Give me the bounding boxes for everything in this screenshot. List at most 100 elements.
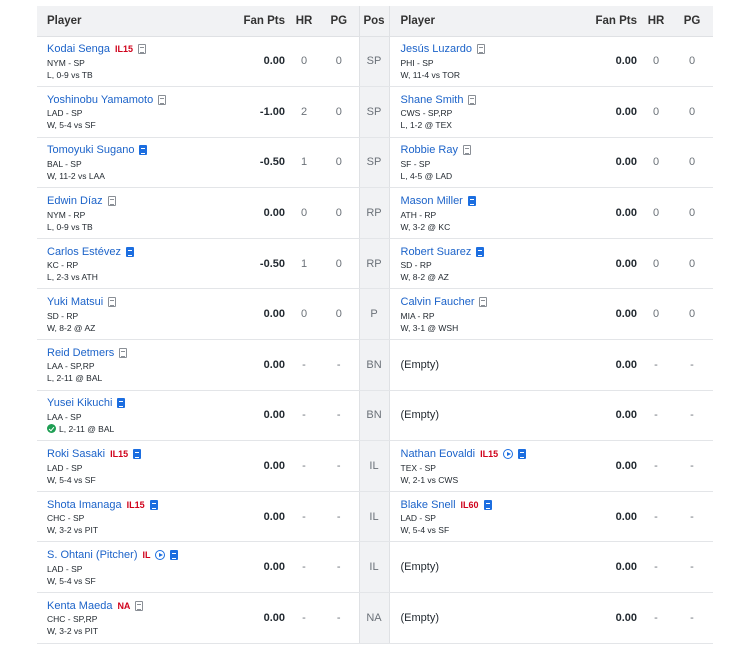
table-row: Kodai Senga IL15 NYM - SP L, 0-9 vs TB 0.00 0… (37, 36, 713, 88)
player-name-link[interactable]: Yuki Matsui (47, 296, 104, 309)
injury-status-badge: IL15 (480, 449, 499, 460)
hr-value: 0 (289, 187, 319, 239)
player-name-link[interactable]: Roki Sasaki (47, 448, 106, 461)
player-news-icon[interactable] (139, 145, 148, 156)
game-result-text: L, 4-5 @ LAD (400, 170, 453, 181)
player-note-icon[interactable] (468, 94, 477, 105)
header-hr-left[interactable]: HR (289, 6, 319, 37)
check-circle-icon (47, 424, 56, 434)
empty-slot[interactable]: (Empty) (401, 560, 575, 575)
player-note-icon[interactable] (135, 600, 144, 611)
player-note-icon[interactable] (477, 44, 486, 55)
player-team-position: SD - RP (400, 260, 432, 271)
player-name-link[interactable]: Jesús Luzardo (400, 43, 473, 56)
player-news-icon[interactable] (483, 499, 492, 510)
hr-value: - (641, 491, 671, 543)
pg-value: - (319, 339, 359, 391)
fan-pts-value: 0.00 (222, 491, 289, 543)
player-name-link[interactable]: Robbie Ray (400, 144, 458, 157)
empty-slot[interactable]: (Empty) (401, 610, 575, 625)
player-name-link[interactable]: Kodai Senga (47, 43, 110, 56)
fan-pts-value: 0.00 (222, 390, 289, 442)
player-name-link[interactable]: Edwin Díaz (47, 195, 103, 208)
player-cell: Mason Miller ATH - RP W, 3-2 @ KC (389, 187, 574, 239)
player-name-link[interactable]: Robert Suarez (400, 245, 472, 258)
player-news-icon[interactable] (170, 550, 179, 561)
player-team-position: NYM - RP (47, 209, 86, 220)
header-pg-left[interactable]: PG (319, 6, 359, 37)
hr-value: - (641, 339, 671, 391)
player-name-link[interactable]: Yusei Kikuchi (47, 397, 113, 410)
player-name-link[interactable]: Kenta Maeda (47, 599, 113, 612)
game-result-text: W, 3-2 vs PIT (47, 626, 99, 637)
player-news-icon[interactable] (467, 196, 476, 207)
player-cell: Blake Snell IL60 LAD - SP W, 5-4 vs SF (389, 491, 575, 543)
empty-slot-label: (Empty) (400, 358, 440, 371)
player-name-link[interactable]: Tomoyuki Sugano (47, 144, 135, 157)
player-name-link[interactable]: Shane Smith (400, 93, 464, 106)
player-name-link[interactable]: Yoshinobu Yamamoto (47, 93, 154, 106)
header-player-left[interactable]: Player (37, 6, 222, 37)
player-name-line: Robbie Ray (401, 143, 575, 158)
game-result-text: L, 0-9 vs TB (47, 69, 93, 80)
player-name-link[interactable]: Calvin Faucher (400, 296, 475, 309)
player-note-icon[interactable] (479, 297, 488, 308)
pg-value: 0 (671, 86, 713, 138)
player-news-icon[interactable] (149, 499, 158, 510)
header-pg-right[interactable]: PG (671, 6, 713, 37)
player-name-link[interactable]: S. Ohtani (Pitcher) (47, 549, 138, 562)
fan-pts-value: 0.00 (222, 440, 289, 492)
empty-slot[interactable]: (Empty) (401, 357, 575, 372)
fan-pts-value: -0.50 (222, 137, 289, 189)
player-news-icon[interactable] (133, 449, 142, 460)
player-game-result: W, 2-1 vs CWS (401, 474, 575, 486)
pg-value: 0 (671, 137, 713, 189)
player-name-link[interactable]: Carlos Estévez (47, 245, 121, 258)
player-note-icon[interactable] (119, 347, 128, 358)
player-name-link[interactable]: Shota Imanaga (47, 498, 122, 511)
hr-value: - (289, 592, 319, 644)
header-fan-pts-right[interactable]: Fan Pts (574, 6, 641, 37)
player-name-link[interactable]: Reid Detmers (47, 346, 115, 359)
injury-status-badge: IL60 (460, 499, 479, 510)
player-news-icon[interactable] (476, 246, 485, 257)
header-player-right[interactable]: Player (389, 6, 574, 37)
player-team-position: PHI - SP (400, 57, 434, 68)
player-team-position: CHC - SP (47, 513, 85, 524)
player-cell: (Empty) (389, 390, 575, 442)
player-name-line: Edwin Díaz (47, 194, 222, 209)
player-note-icon[interactable] (138, 44, 147, 55)
player-name-link[interactable]: Mason Miller (400, 195, 463, 208)
video-play-icon[interactable] (503, 449, 514, 460)
fan-pts-value: 0.00 (574, 187, 641, 239)
game-result-text: W, 5-4 vs SF (47, 120, 96, 131)
fan-pts-value: 0.00 (574, 541, 641, 594)
player-news-icon[interactable] (518, 449, 527, 460)
player-game-result: W, 5-4 vs SF (401, 524, 575, 536)
pg-value: - (319, 541, 359, 594)
player-news-icon[interactable] (125, 246, 134, 257)
player-name-link[interactable]: Blake Snell (400, 498, 456, 511)
injury-status-badge: NA (117, 600, 131, 611)
player-cell: Kodai Senga IL15 NYM - SP L, 0-9 vs TB (37, 36, 222, 88)
player-note-icon[interactable] (107, 196, 116, 207)
header-hr-right[interactable]: HR (641, 6, 671, 37)
player-game-result: W, 5-4 vs SF (47, 575, 222, 587)
table-row: Reid Detmers LAA - SP,RP L, 2-11 @ BAL 0.00… (37, 339, 713, 391)
fan-pts-value: 0.00 (222, 36, 289, 88)
fan-pts-value: 0.00 (574, 592, 641, 644)
injury-status-badge: IL15 (110, 449, 129, 460)
roster-position: BN (358, 339, 390, 391)
player-note-icon[interactable] (462, 145, 471, 156)
player-news-icon[interactable] (117, 398, 126, 409)
player-name-line: Yusei Kikuchi (47, 396, 222, 411)
hr-value: - (289, 491, 319, 543)
player-team-position: BAL - SP (47, 158, 82, 169)
empty-slot[interactable]: (Empty) (401, 408, 575, 423)
player-name-link[interactable]: Nathan Eovaldi (400, 448, 476, 461)
pg-value: - (319, 390, 359, 442)
header-fan-pts-left[interactable]: Fan Pts (222, 6, 289, 37)
video-play-icon[interactable] (155, 550, 166, 561)
player-note-icon[interactable] (108, 297, 117, 308)
player-note-icon[interactable] (158, 94, 167, 105)
